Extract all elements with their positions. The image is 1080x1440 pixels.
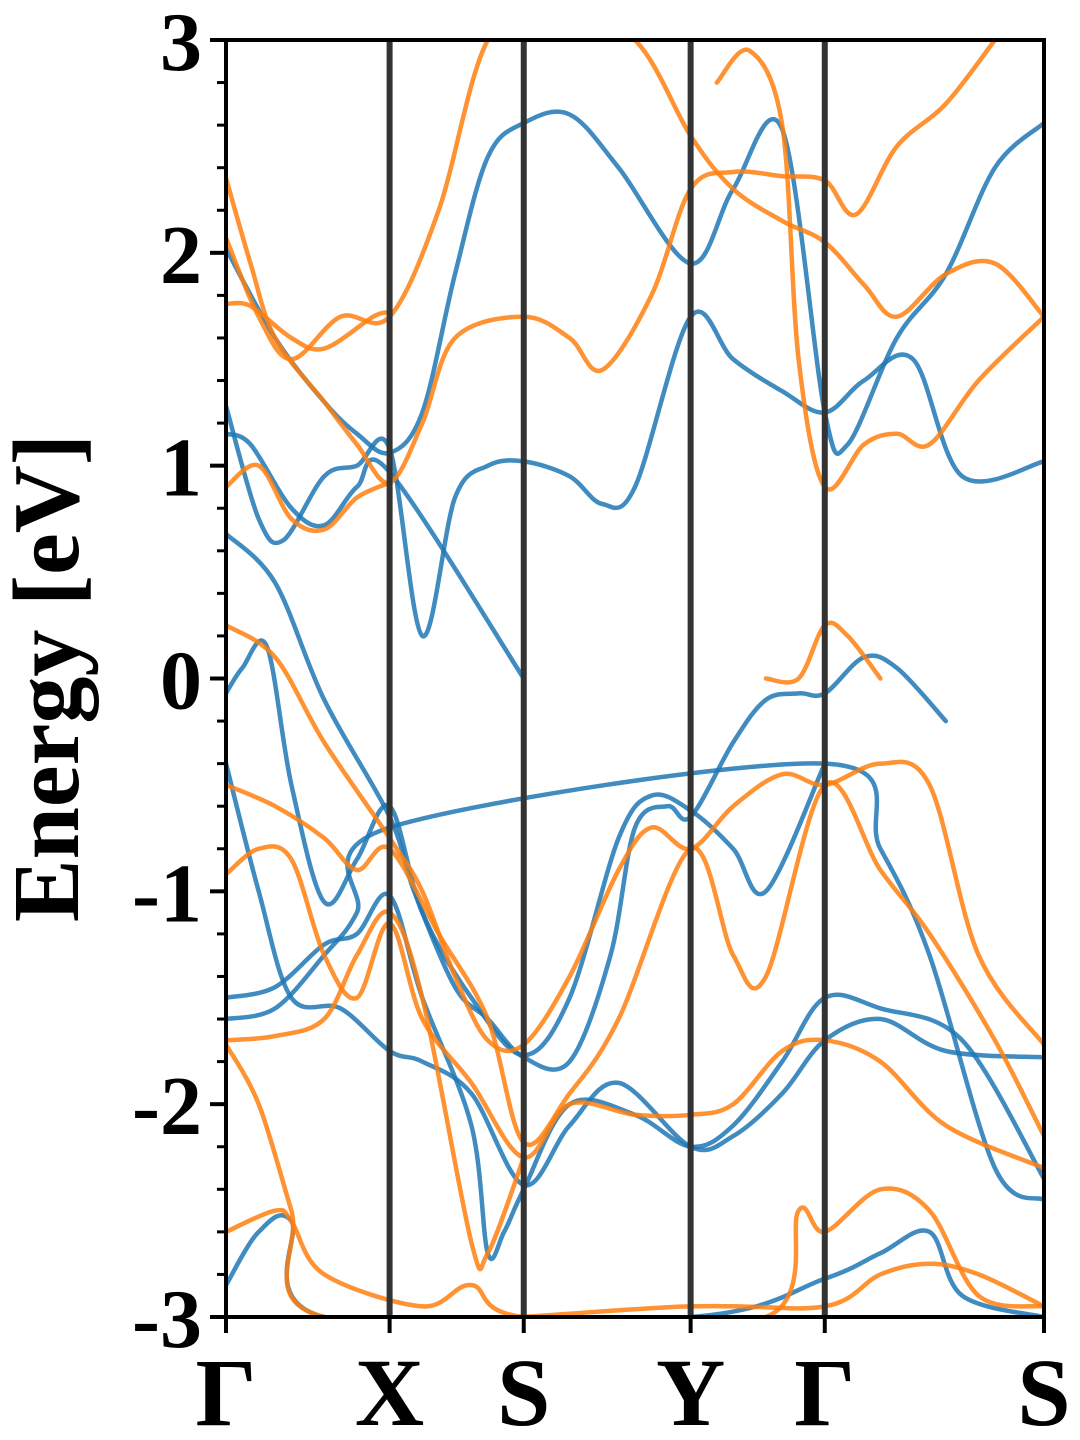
plot-frame [224,38,1046,1319]
x-tick-label: S [497,1339,550,1440]
orange-band-13 [226,462,392,534]
x-tick-label: Γ [794,1339,855,1440]
x-tick-label: Y [656,1339,725,1440]
orange-band-14 [714,47,1044,492]
y-axis-label: Energy [eV] [0,434,99,922]
band-lines [226,40,1044,1317]
blue-band-5 [226,638,828,1058]
orange-band-11 [226,40,1044,362]
y-axis-ticks: -3 -2 -1 0 1 2 3 [132,0,226,1366]
y-tick-label: 0 [160,635,202,728]
orange-band-17 [226,780,1044,1147]
orange-band-21 [226,1186,1044,1317]
y-tick-label: 3 [160,0,202,89]
y-tick-label: 1 [160,422,202,515]
y-tick-label: -3 [132,1273,202,1366]
x-tick-label: X [355,1339,424,1440]
orange-band-10 [226,40,998,485]
blue-band-6 [226,761,1044,1188]
high-symmetry-lines [386,40,828,1317]
x-tick-label: S [1017,1339,1070,1440]
blue-band-1 [226,109,1044,456]
orange-band-12 [226,300,392,352]
orange-band-16 [226,623,1044,1054]
blue-band-3 [226,431,527,681]
blue-band-2 [226,309,1044,639]
y-tick-label: 2 [160,209,202,302]
orange-band-19 [226,909,527,1272]
orange-band-18 [226,844,1044,1171]
blue-band-4 [226,531,949,1072]
orange-band-20 [226,1042,1044,1317]
x-tick-label: Γ [195,1339,256,1440]
y-tick-label: -2 [132,1060,202,1153]
y-tick-label: -1 [132,847,202,940]
